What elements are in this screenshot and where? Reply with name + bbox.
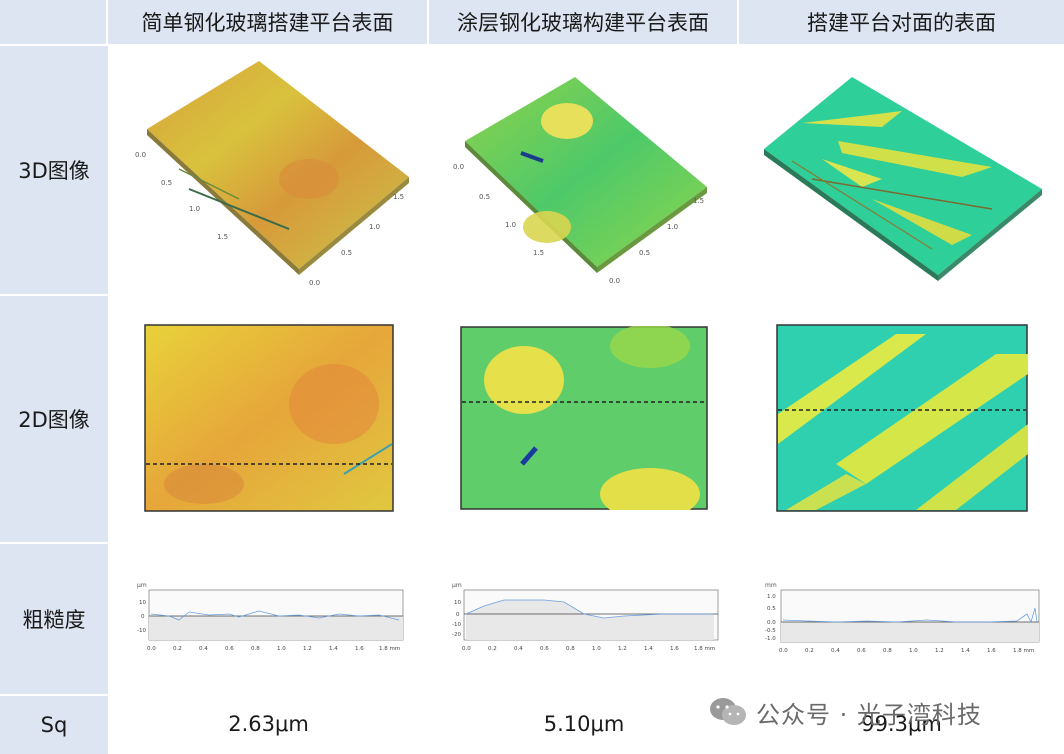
svg-text:0.8: 0.8	[251, 646, 260, 652]
header-simple-glass: 简单钢化玻璃搭建平台表面	[108, 0, 429, 44]
svg-text:0.4: 0.4	[831, 648, 840, 654]
profile-opposite: mm 1.0 0.5 0.0 -0.5 -1.0 0.0 0.2 0.4 0.6 0.8 1.0…	[739, 542, 1064, 694]
svg-text:1.8 mm: 1.8 mm	[379, 646, 400, 652]
svg-text:1.5: 1.5	[393, 193, 404, 201]
svg-text:1.2: 1.2	[618, 646, 627, 652]
svg-text:1.4: 1.4	[961, 648, 970, 654]
svg-text:0: 0	[141, 614, 145, 620]
svg-text:0: 0	[456, 612, 460, 618]
profile-unit: mm	[765, 582, 777, 589]
svg-text:0.5: 0.5	[639, 249, 650, 257]
svg-text:-0.5: -0.5	[765, 628, 776, 634]
image-3d-opposite	[739, 44, 1064, 294]
image-2d-opposite	[739, 294, 1064, 542]
svg-text:0.4: 0.4	[199, 646, 208, 652]
row-label-3d: 3D图像	[0, 44, 108, 294]
svg-text:1.5: 1.5	[217, 233, 228, 241]
svg-text:-10: -10	[137, 628, 146, 634]
svg-text:1.2: 1.2	[935, 648, 944, 654]
svg-text:1.6: 1.6	[355, 646, 364, 652]
svg-text:0.5: 0.5	[341, 249, 352, 257]
svg-text:0.2: 0.2	[488, 646, 497, 652]
svg-text:-1.0: -1.0	[765, 636, 776, 642]
svg-text:0.0: 0.0	[609, 277, 620, 285]
svg-text:10: 10	[139, 600, 146, 606]
svg-text:1.5: 1.5	[533, 249, 544, 257]
wechat-icon	[710, 698, 746, 725]
row-label-2d: 2D图像	[0, 294, 108, 542]
svg-text:1.8 mm: 1.8 mm	[1013, 648, 1034, 654]
svg-text:1.0: 1.0	[369, 223, 380, 231]
svg-text:1.0: 1.0	[909, 648, 918, 654]
svg-text:1.0: 1.0	[767, 594, 776, 600]
image-2d-coated	[429, 294, 739, 542]
svg-text:1.4: 1.4	[329, 646, 338, 652]
profile-unit: μm	[452, 582, 462, 589]
svg-text:1.2: 1.2	[303, 646, 312, 652]
svg-text:0.6: 0.6	[857, 648, 866, 654]
svg-text:1.6: 1.6	[987, 648, 996, 654]
svg-text:1.6: 1.6	[670, 646, 679, 652]
svg-text:0.0: 0.0	[462, 646, 471, 652]
svg-text:0.0: 0.0	[147, 646, 156, 652]
svg-text:0.6: 0.6	[540, 646, 549, 652]
sq-value-coated: 5.10μm	[429, 694, 739, 754]
svg-text:10: 10	[454, 600, 461, 606]
svg-text:0.6: 0.6	[225, 646, 234, 652]
header-opposite-surface: 搭建平台对面的表面	[739, 0, 1064, 44]
header-coated-glass: 涂层钢化玻璃构建平台表面	[429, 0, 739, 44]
svg-text:0.5: 0.5	[767, 606, 776, 612]
svg-text:0.2: 0.2	[805, 648, 814, 654]
svg-text:-20: -20	[452, 632, 461, 638]
svg-text:1.0: 1.0	[505, 221, 516, 229]
svg-text:0.8: 0.8	[566, 646, 575, 652]
sq-value-opposite: 99.3μm	[739, 694, 1064, 754]
row-label-roughness: 粗糙度	[0, 542, 108, 694]
svg-text:0.4: 0.4	[514, 646, 523, 652]
svg-text:0.0: 0.0	[309, 279, 320, 287]
watermark: 公众号 · 光子湾科技	[708, 692, 982, 732]
svg-text:-10: -10	[452, 622, 461, 628]
svg-text:1.4: 1.4	[644, 646, 653, 652]
svg-text:1.0: 1.0	[189, 205, 200, 213]
svg-text:1.8 mm: 1.8 mm	[694, 646, 715, 652]
row-label-sq: Sq	[0, 694, 108, 754]
profile-simple: μm 10 0 -10 0.0 0.2 0.4 0.6 0.8 1.0 1.2 1.4 1.6 …	[108, 542, 429, 694]
profile-unit: μm	[137, 582, 147, 589]
svg-text:0.0: 0.0	[767, 620, 776, 626]
svg-text:0.5: 0.5	[161, 179, 172, 187]
svg-text:0.5: 0.5	[479, 193, 490, 201]
watermark-text: 公众号 · 光子湾科技	[756, 700, 982, 729]
image-3d-simple: 0.0 0.5 1.0 1.5 0.0 0.5 1.0 1.5	[108, 44, 429, 294]
svg-text:1.0: 1.0	[592, 646, 601, 652]
svg-text:1.0: 1.0	[277, 646, 286, 652]
table-corner	[0, 0, 108, 44]
image-2d-simple	[108, 294, 429, 542]
svg-text:0.0: 0.0	[779, 648, 788, 654]
svg-text:0.8: 0.8	[883, 648, 892, 654]
svg-text:0.0: 0.0	[135, 151, 146, 159]
sq-value-simple: 2.63μm	[108, 694, 429, 754]
svg-text:1.5: 1.5	[693, 197, 704, 205]
svg-text:0.2: 0.2	[173, 646, 182, 652]
svg-text:0.0: 0.0	[453, 163, 464, 171]
profile-coated: μm 10 0 -10 -20 0.0 0.2 0.4 0.6 0.8 1.0 1.2 1.4 1…	[429, 542, 739, 694]
svg-text:1.0: 1.0	[667, 223, 678, 231]
image-3d-coated: 0.0 0.5 1.0 1.5 0.0 0.5 1.0 1.5	[429, 44, 739, 294]
